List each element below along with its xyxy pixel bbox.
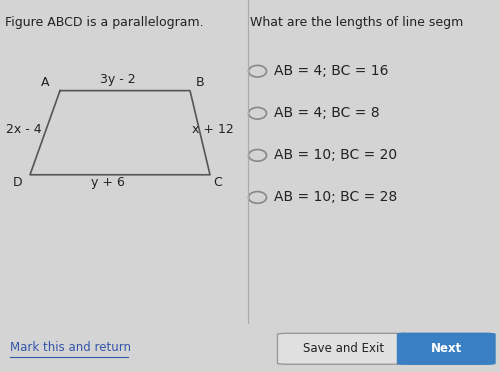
Text: D: D — [12, 176, 22, 189]
Text: y + 6: y + 6 — [90, 176, 124, 189]
Text: AB = 4; BC = 16: AB = 4; BC = 16 — [274, 64, 388, 78]
FancyBboxPatch shape — [278, 333, 410, 364]
Text: Next: Next — [430, 342, 462, 355]
Text: What are the lengths of line segm: What are the lengths of line segm — [250, 16, 463, 29]
Text: x + 12: x + 12 — [192, 123, 234, 136]
Text: AB = 10; BC = 28: AB = 10; BC = 28 — [274, 190, 397, 205]
Text: B: B — [196, 76, 204, 89]
Text: A: A — [41, 76, 49, 89]
Text: Figure ABCD is a parallelogram.: Figure ABCD is a parallelogram. — [5, 16, 203, 29]
Text: Save and Exit: Save and Exit — [303, 342, 384, 355]
FancyBboxPatch shape — [398, 333, 495, 364]
Text: 3y - 2: 3y - 2 — [100, 73, 136, 86]
Text: Mark this and return: Mark this and return — [10, 341, 131, 354]
Text: C: C — [213, 176, 222, 189]
Text: AB = 10; BC = 20: AB = 10; BC = 20 — [274, 148, 397, 162]
Text: 2x - 4: 2x - 4 — [6, 123, 42, 136]
Text: AB = 4; BC = 8: AB = 4; BC = 8 — [274, 106, 380, 120]
